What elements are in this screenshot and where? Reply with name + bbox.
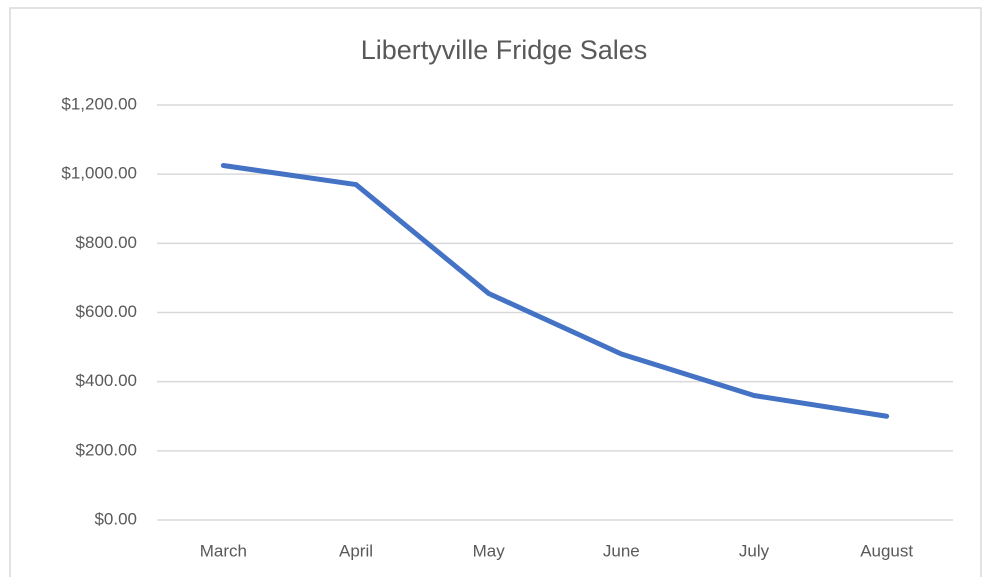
- y-tick-label: $200.00: [76, 440, 137, 459]
- x-tick-label: April: [339, 541, 373, 560]
- x-tick-label: August: [860, 541, 913, 560]
- x-tick-label: July: [739, 541, 770, 560]
- y-tick-label: $1,200.00: [61, 94, 137, 113]
- line-series: [220, 163, 890, 419]
- x-tick-label: June: [603, 541, 640, 560]
- chart-frame: [9, 7, 982, 577]
- y-tick-label: $0.00: [94, 509, 137, 528]
- x-tick-label: May: [473, 541, 506, 560]
- x-tick-label: March: [200, 541, 247, 560]
- y-tick-label: $600.00: [76, 302, 137, 321]
- y-tick-label: $1,000.00: [61, 164, 137, 183]
- chart-title: Libertyville Fridge Sales: [361, 35, 648, 65]
- y-tick-label: $400.00: [76, 371, 137, 390]
- y-tick-label: $800.00: [76, 233, 137, 252]
